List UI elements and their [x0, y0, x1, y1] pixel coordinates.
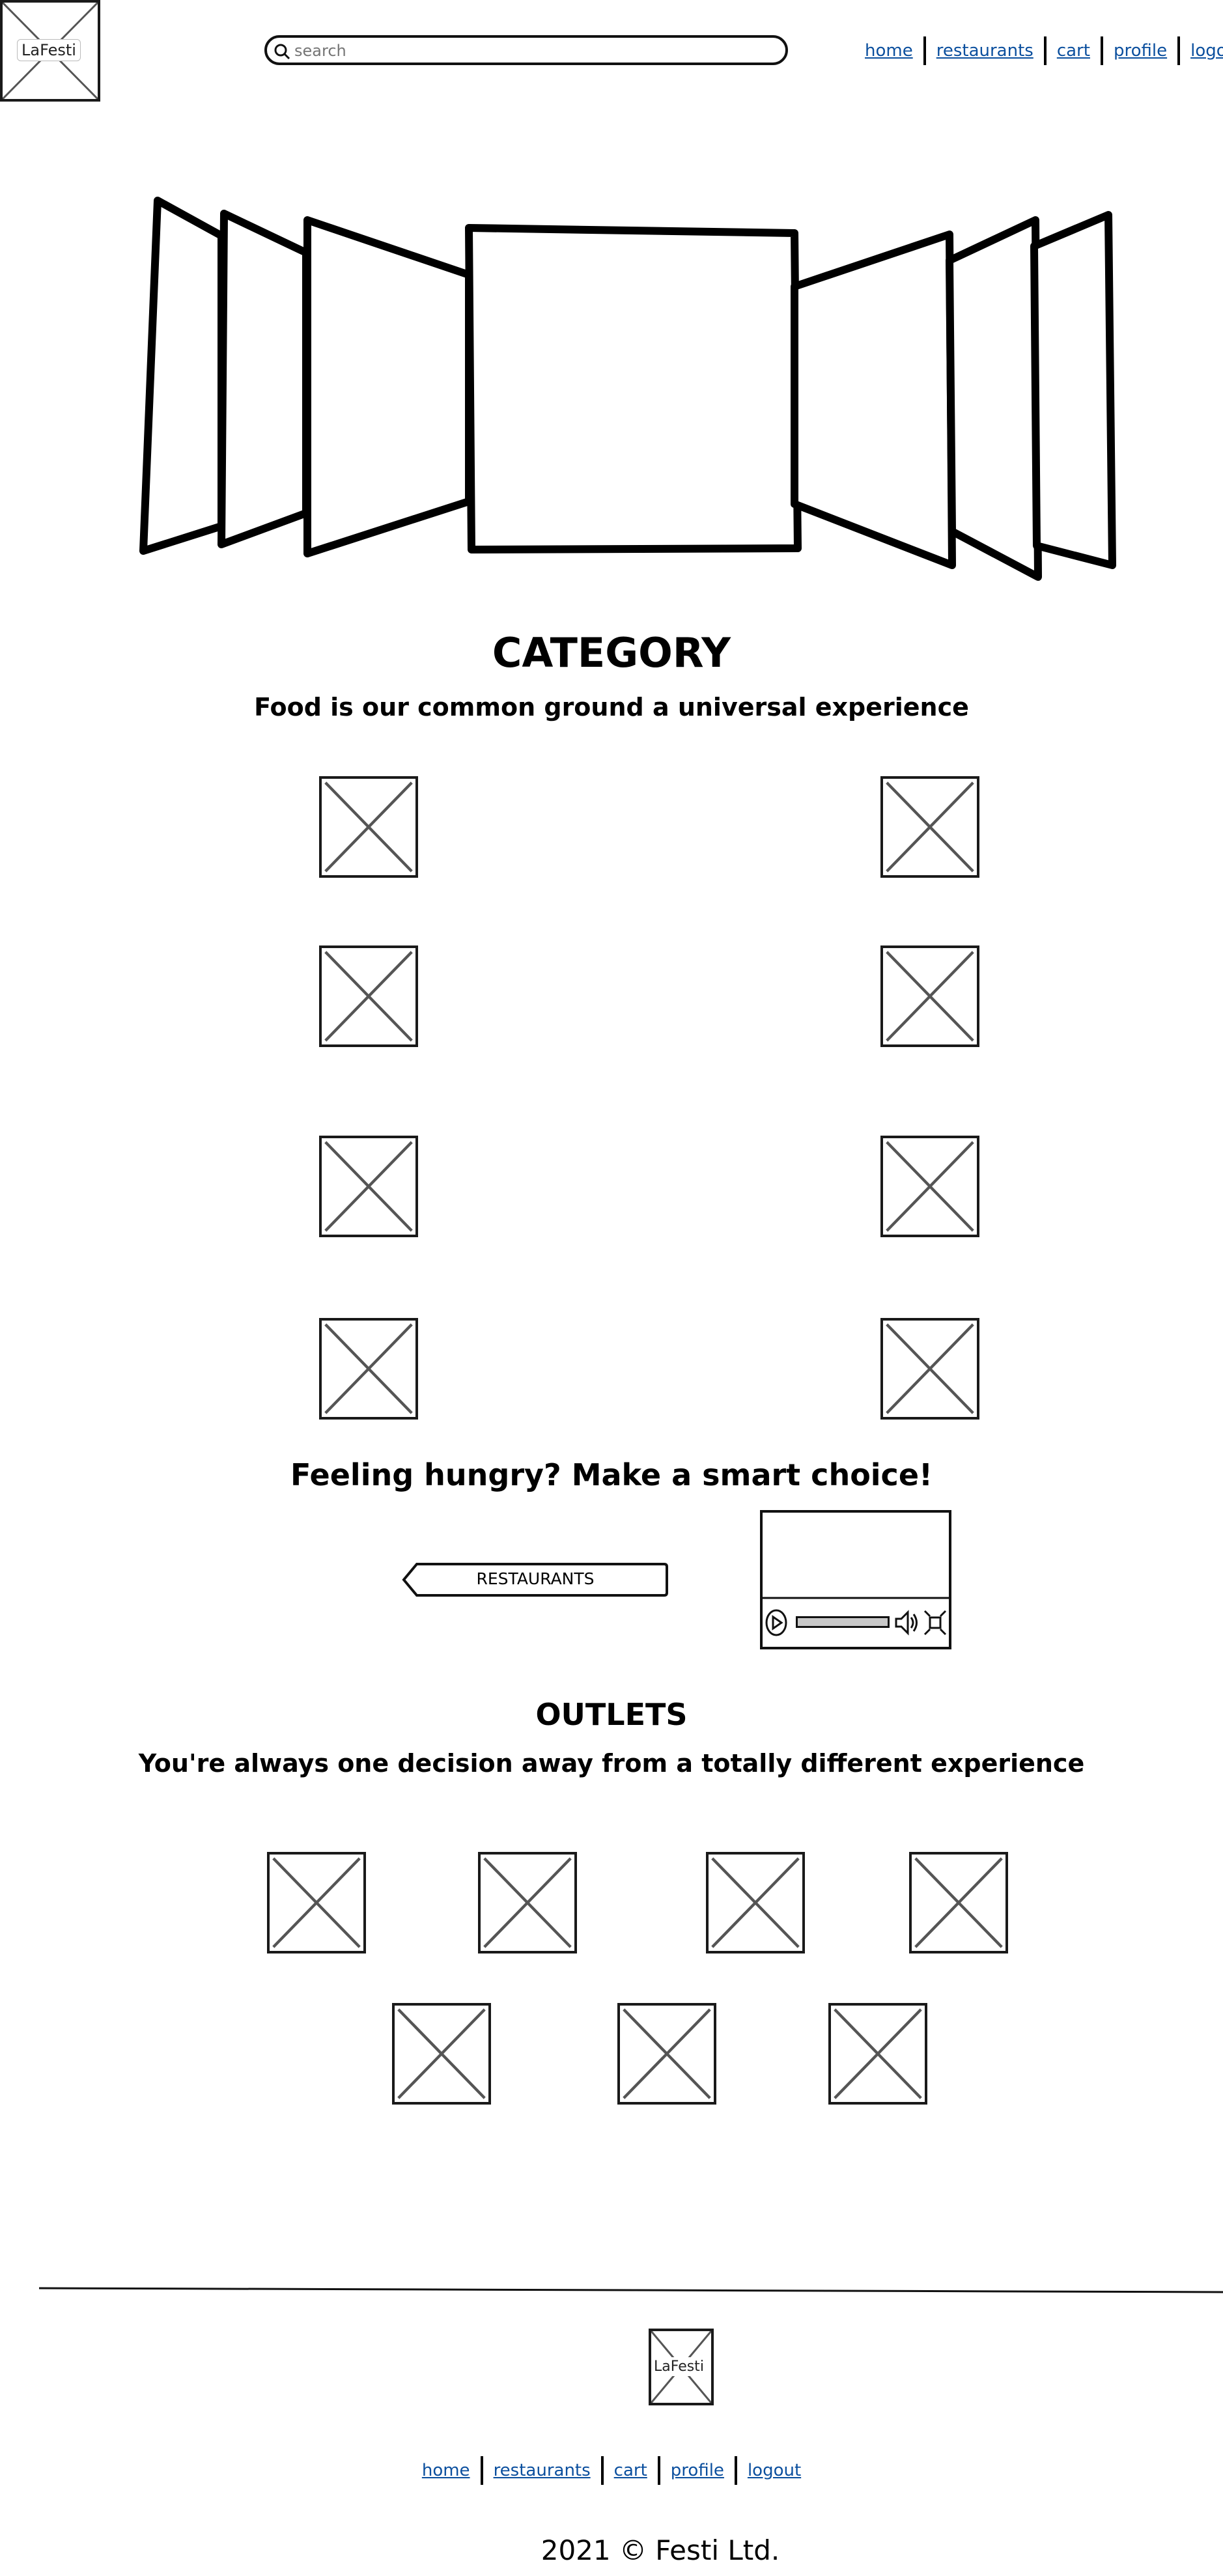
- category-image[interactable]: [880, 776, 979, 878]
- copyright-text: 2021 © Festi Ltd.: [541, 2534, 780, 2566]
- nav-profile-link[interactable]: profile: [1113, 41, 1168, 61]
- footer-logout-link[interactable]: logout: [747, 2461, 802, 2480]
- footer-nav-divider: [657, 2456, 660, 2485]
- restaurants-button[interactable]: RESTAURANTS: [401, 1561, 669, 1598]
- carousel-slide: [218, 210, 310, 548]
- nav-divider: [1043, 36, 1047, 65]
- footer-home-link[interactable]: home: [421, 2461, 470, 2480]
- outlets-title: OUTLETS: [535, 1697, 688, 1732]
- outlet-image[interactable]: [909, 1852, 1008, 1953]
- image-carousel[interactable]: [130, 189, 1133, 593]
- outlet-image[interactable]: [617, 2003, 716, 2105]
- nav-divider: [923, 36, 926, 65]
- placeholder-cross-icon: [272, 1857, 361, 1948]
- placeholder-cross-icon: [834, 2008, 922, 2099]
- category-image[interactable]: [880, 945, 979, 1047]
- placeholder-cross-icon: [886, 1141, 974, 1232]
- placeholder-cross-icon: [324, 781, 413, 873]
- carousel-slide: [946, 216, 1042, 581]
- footer-nav: home restaurants cart profile logout: [0, 2456, 1223, 2485]
- category-image[interactable]: [319, 1318, 418, 1420]
- placeholder-cross-icon: [324, 1323, 413, 1414]
- placeholder-cross-icon: [483, 1857, 572, 1948]
- category-image[interactable]: [880, 1136, 979, 1237]
- footer-divider: [39, 2287, 1223, 2293]
- play-icon[interactable]: [765, 1608, 791, 1637]
- cta-heading: Feeling hungry? Make a smart choice!: [290, 1457, 933, 1492]
- logo-label: LaFesti: [17, 39, 81, 61]
- placeholder-cross-icon: [397, 2008, 486, 2099]
- footer-cart-link[interactable]: cart: [613, 2461, 647, 2480]
- category-title: CATEGORY: [492, 629, 731, 677]
- outlets-subtitle: You're always one decision away from a t…: [138, 1749, 1085, 1778]
- restaurants-button-label: RESTAURANTS: [476, 1569, 595, 1588]
- video-progress-bar[interactable]: [796, 1616, 890, 1628]
- placeholder-cross-icon: [886, 951, 974, 1042]
- footer-logo-label: LaFesti: [653, 2357, 705, 2376]
- footer-logo-image[interactable]: LaFesti: [649, 2329, 714, 2405]
- volume-icon[interactable]: [893, 1608, 920, 1637]
- search-input[interactable]: [293, 39, 778, 63]
- footer-nav-divider: [480, 2456, 483, 2485]
- outlet-image[interactable]: [478, 1852, 577, 1953]
- placeholder-cross-icon: [886, 781, 974, 873]
- placeholder-cross-icon: [914, 1857, 1003, 1948]
- outlet-image[interactable]: [392, 2003, 491, 2105]
- footer-profile-link[interactable]: profile: [670, 2461, 724, 2480]
- search-bar[interactable]: [264, 35, 788, 65]
- nav-cart-link[interactable]: cart: [1056, 41, 1090, 61]
- category-image[interactable]: [319, 945, 418, 1047]
- carousel-slide: [465, 224, 802, 553]
- fullscreen-icon[interactable]: [922, 1608, 948, 1637]
- logo-image[interactable]: LaFesti: [0, 0, 100, 102]
- outlet-image[interactable]: [706, 1852, 805, 1953]
- placeholder-cross-icon: [324, 951, 413, 1042]
- nav-divider: [1100, 36, 1103, 65]
- carousel-slide: [1030, 211, 1116, 569]
- nav-logout-link[interactable]: logout: [1190, 41, 1223, 61]
- footer-restaurants-link[interactable]: restaurants: [493, 2461, 591, 2480]
- category-image[interactable]: [880, 1318, 979, 1420]
- category-image[interactable]: [319, 1136, 418, 1237]
- placeholder-cross-icon: [711, 1857, 800, 1948]
- nav-home-link[interactable]: home: [865, 41, 913, 61]
- outlet-image[interactable]: [828, 2003, 927, 2105]
- footer-nav-divider: [600, 2456, 604, 2485]
- nav-divider: [1177, 36, 1181, 65]
- carousel-slide: [139, 197, 225, 555]
- top-nav: home restaurants cart profile logout: [865, 36, 1223, 65]
- placeholder-cross-icon: [623, 2008, 711, 2099]
- video-player[interactable]: [759, 1509, 952, 1650]
- carousel-slide: [303, 216, 473, 557]
- search-icon: [274, 44, 290, 60]
- placeholder-cross-icon: [886, 1323, 974, 1414]
- footer-nav-divider: [734, 2456, 737, 2485]
- button-shape: [402, 1563, 668, 1597]
- nav-restaurants-link[interactable]: restaurants: [936, 41, 1033, 61]
- category-image[interactable]: [319, 776, 418, 878]
- carousel-slide: [791, 231, 956, 569]
- outlet-image[interactable]: [267, 1852, 366, 1953]
- category-subtitle: Food is our common ground a universal ex…: [254, 693, 969, 721]
- placeholder-cross-icon: [324, 1141, 413, 1232]
